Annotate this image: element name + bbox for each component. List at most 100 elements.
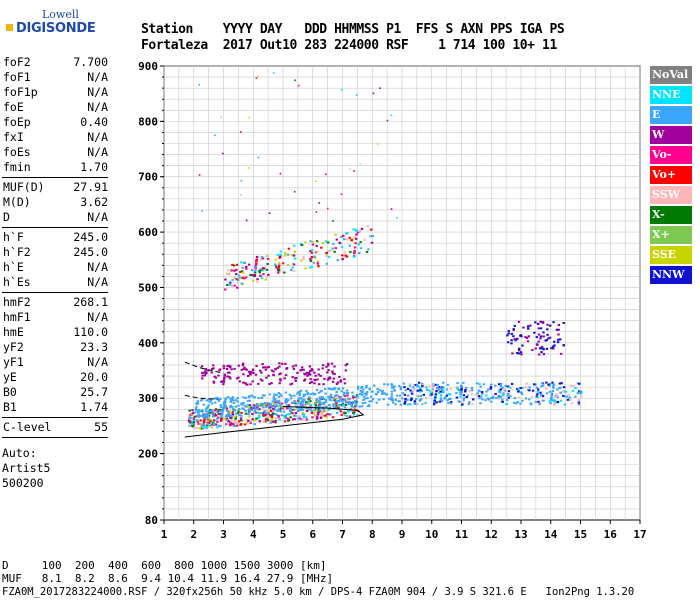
data-point xyxy=(291,365,295,368)
data-point xyxy=(242,373,245,376)
data-point xyxy=(498,383,501,386)
data-point xyxy=(309,378,312,381)
param-row-h`F: h`F 245.0 xyxy=(2,230,108,245)
param-value: 20.0 xyxy=(80,370,108,384)
data-point xyxy=(439,390,442,393)
data-point xyxy=(472,398,475,401)
data-point xyxy=(355,94,358,96)
data-point xyxy=(510,382,514,385)
data-point xyxy=(280,414,283,417)
data-point xyxy=(343,382,347,385)
data-point xyxy=(542,331,545,334)
data-point xyxy=(296,392,299,395)
data-point xyxy=(547,337,550,340)
data-point xyxy=(343,398,346,401)
data-point xyxy=(272,412,275,415)
data-point xyxy=(344,369,347,372)
data-point xyxy=(339,396,342,399)
data-point xyxy=(332,404,335,407)
data-point xyxy=(541,395,545,398)
data-point xyxy=(253,423,257,426)
data-point xyxy=(439,394,443,397)
data-point xyxy=(249,420,253,423)
data-point xyxy=(421,385,424,388)
data-point xyxy=(566,398,570,401)
data-point xyxy=(435,401,438,404)
data-point xyxy=(284,252,287,255)
data-point xyxy=(231,415,234,418)
data-point xyxy=(289,383,292,386)
data-point xyxy=(318,399,321,402)
data-point xyxy=(286,253,290,256)
data-point xyxy=(364,386,368,389)
param-name: foEp xyxy=(3,115,31,129)
data-point xyxy=(492,395,495,398)
data-point xyxy=(536,396,540,399)
header-line-1: Station YYYY DAY DDD HHMMSS P1 FFS S AXN… xyxy=(141,22,565,37)
param-row-C-level: C-level 55 xyxy=(2,420,108,435)
y-tick-label: 400 xyxy=(138,337,158,350)
data-point xyxy=(300,243,304,246)
data-point xyxy=(222,383,225,386)
data-point xyxy=(247,412,250,415)
data-point xyxy=(236,412,240,415)
data-point xyxy=(321,396,324,399)
data-point xyxy=(307,409,310,412)
data-point xyxy=(242,396,245,399)
data-point xyxy=(353,252,356,255)
data-point xyxy=(191,421,194,424)
data-point xyxy=(229,400,233,403)
param-value: N/A xyxy=(87,100,108,114)
data-point xyxy=(226,269,230,272)
data-point xyxy=(188,409,191,412)
auto-l2: Artist5 xyxy=(2,461,51,475)
data-point xyxy=(519,387,522,390)
data-point xyxy=(314,404,318,407)
data-point xyxy=(548,336,552,339)
data-point xyxy=(500,382,503,385)
data-point xyxy=(435,391,438,394)
data-point xyxy=(284,374,288,377)
data-point xyxy=(238,276,241,279)
param-name: h`F xyxy=(3,230,24,244)
param-value: N/A xyxy=(87,355,108,369)
data-point xyxy=(322,383,325,386)
data-point xyxy=(310,255,314,258)
data-point xyxy=(233,277,236,280)
data-point xyxy=(341,387,345,390)
data-point xyxy=(412,386,415,389)
data-point xyxy=(274,368,277,371)
data-point xyxy=(383,383,386,386)
data-point xyxy=(307,371,311,374)
data-point xyxy=(540,351,543,354)
data-point xyxy=(512,335,515,338)
data-point xyxy=(265,403,269,406)
data-point xyxy=(332,388,336,391)
data-point xyxy=(550,396,553,399)
data-point xyxy=(420,403,424,406)
data-point xyxy=(298,392,301,395)
data-point xyxy=(257,416,261,419)
data-point xyxy=(435,390,438,393)
data-point xyxy=(280,402,284,405)
data-point xyxy=(259,404,262,407)
data-point xyxy=(392,401,395,404)
data-point xyxy=(202,416,205,419)
data-point xyxy=(522,326,525,329)
x-tick-label: 4 xyxy=(250,528,257,541)
data-point xyxy=(212,422,216,425)
data-point xyxy=(258,269,262,272)
data-point xyxy=(278,418,281,421)
data-point xyxy=(332,377,336,380)
data-point xyxy=(259,274,262,277)
data-point xyxy=(340,390,344,393)
data-point xyxy=(326,378,330,381)
data-point xyxy=(341,234,345,237)
data-point xyxy=(550,392,554,395)
data-point xyxy=(561,390,565,393)
data-point xyxy=(347,397,350,400)
data-point xyxy=(429,394,432,397)
data-point xyxy=(264,278,267,281)
param-name: foF1p xyxy=(3,85,38,99)
data-point xyxy=(352,406,356,409)
